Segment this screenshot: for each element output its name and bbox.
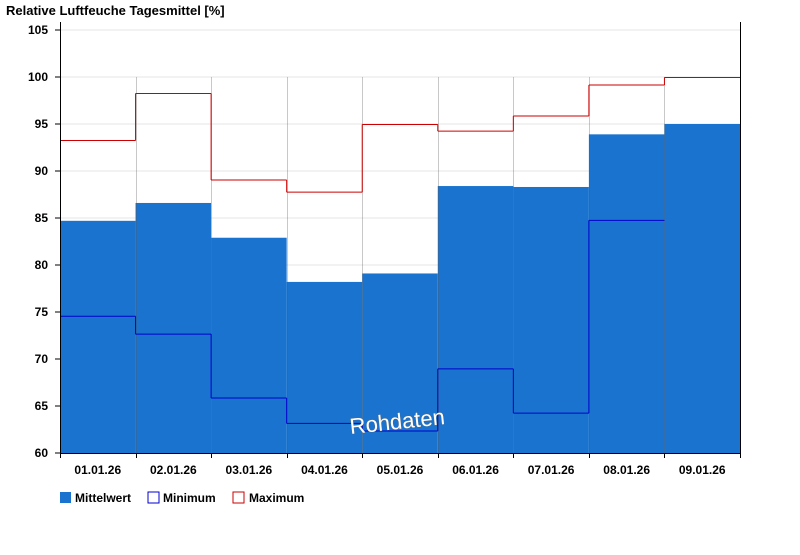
x-tick-label: 05.01.26 bbox=[377, 463, 424, 477]
x-tick-label: 04.01.26 bbox=[301, 463, 348, 477]
mean-bar bbox=[135, 202, 212, 453]
x-tick-label: 01.01.26 bbox=[74, 463, 121, 477]
y-tick-label: 60 bbox=[35, 446, 49, 460]
mean-bar bbox=[362, 273, 438, 453]
y-tick-label: 90 bbox=[35, 164, 49, 178]
y-tick-label: 65 bbox=[35, 399, 49, 413]
mean-bar bbox=[437, 186, 514, 454]
y-tick-label: 70 bbox=[35, 352, 49, 366]
x-tick-label: 07.01.26 bbox=[528, 463, 575, 477]
legend-swatch-maximum bbox=[232, 491, 245, 504]
mean-bar bbox=[513, 186, 589, 454]
axes bbox=[55, 22, 741, 458]
legend-item-maximum: Maximum bbox=[232, 491, 304, 505]
legend-label-minimum: Minimum bbox=[163, 491, 216, 505]
mean-bar bbox=[286, 281, 363, 453]
day-separators bbox=[136, 77, 665, 453]
x-tick-label: 02.01.26 bbox=[150, 463, 197, 477]
y-tick-labels: 60 65 70 75 80 85 90 95 100 105 bbox=[28, 23, 48, 460]
legend-swatch-minimum bbox=[147, 491, 160, 504]
mean-bar bbox=[588, 134, 665, 453]
x-tick-label: 08.01.26 bbox=[603, 463, 650, 477]
y-tick-label: 95 bbox=[35, 117, 49, 131]
mean-bar bbox=[664, 124, 740, 453]
x-tick-labels: 01.01.26 02.01.26 03.01.26 04.01.26 05.01.26… bbox=[74, 463, 725, 477]
mean-bar bbox=[60, 220, 136, 453]
y-tick-label: 105 bbox=[28, 23, 48, 37]
y-tick-label: 75 bbox=[35, 305, 49, 319]
y-axis-title: Relative Luftfeuche Tagesmittel [%] bbox=[6, 3, 225, 18]
mean-bars bbox=[60, 124, 740, 454]
minimum-lines bbox=[60, 219, 665, 432]
y-tick-label: 100 bbox=[28, 70, 48, 84]
x-tick-label: 09.01.26 bbox=[679, 463, 726, 477]
legend-label-mean: Mittelwert bbox=[75, 491, 131, 505]
legend-label-maximum: Maximum bbox=[249, 491, 304, 505]
mean-bar bbox=[211, 237, 287, 453]
y-tick-label: 80 bbox=[35, 258, 49, 272]
legend-item-minimum: Minimum bbox=[147, 491, 216, 505]
y-tick-label: 85 bbox=[35, 211, 49, 225]
legend: Mittelwert Minimum Maximum bbox=[60, 491, 304, 505]
legend-swatch-mean bbox=[60, 492, 71, 503]
maximum-lines bbox=[60, 77, 740, 193]
x-tick-label: 06.01.26 bbox=[452, 463, 499, 477]
legend-item-mean: Mittelwert bbox=[60, 491, 131, 505]
x-tick-label: 03.01.26 bbox=[226, 463, 273, 477]
